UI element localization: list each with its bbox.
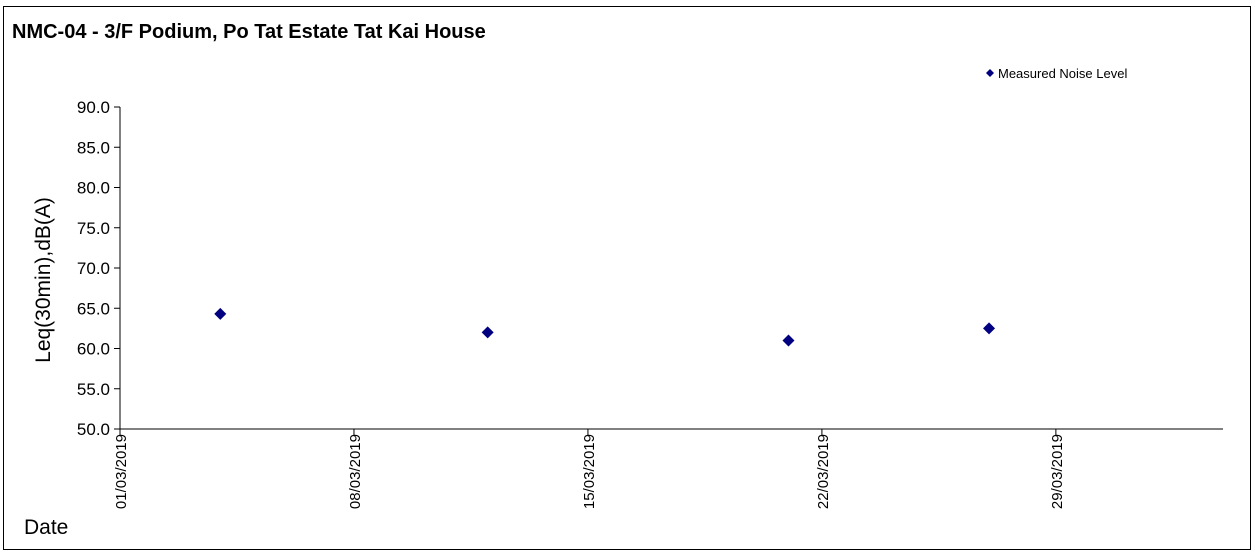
x-tick-label: 01/03/2019 — [113, 434, 130, 509]
y-tick-label: 50.0 — [77, 420, 110, 439]
chart-axes — [119, 107, 1223, 430]
y-tick-label: 90.0 — [77, 98, 110, 117]
x-tick-label: 15/03/2019 — [581, 434, 598, 509]
y-tick-label: 75.0 — [77, 219, 110, 238]
data-points — [214, 307, 996, 347]
data-point — [481, 326, 494, 339]
legend-label: Measured Noise Level — [998, 66, 1127, 81]
chart-title: NMC-04 - 3/F Podium, Po Tat Estate Tat K… — [12, 21, 486, 43]
x-tick-label: 29/03/2019 — [1049, 434, 1066, 509]
y-tick-label: 55.0 — [77, 380, 110, 399]
y-tick-label: 65.0 — [77, 299, 110, 318]
data-point — [782, 334, 795, 347]
y-axis-ticks: 50.0 55.0 60.0 65.0 70.0 75.0 80.0 85.0 90.0 — [77, 98, 120, 439]
y-tick-label: 70.0 — [77, 259, 110, 278]
x-axis-title: Date — [24, 516, 68, 539]
y-axis-title: Leq(30min),dB(A) — [32, 197, 55, 363]
legend-marker-diamond — [986, 69, 994, 77]
x-tick-label: 22/03/2019 — [815, 434, 832, 509]
data-point — [983, 322, 996, 335]
chart-frame: NMC-04 - 3/F Podium, Po Tat Estate Tat K… — [3, 6, 1251, 550]
y-tick-label: 80.0 — [77, 179, 110, 198]
data-point — [214, 307, 227, 320]
y-tick-label: 60.0 — [77, 340, 110, 359]
x-axis-ticks: 01/03/2019 08/03/2019 15/03/2019 22/03/2019… — [113, 429, 1066, 509]
x-tick-label: 08/03/2019 — [347, 434, 364, 509]
legend: Measured Noise Level — [986, 66, 1127, 81]
y-tick-label: 85.0 — [77, 138, 110, 157]
